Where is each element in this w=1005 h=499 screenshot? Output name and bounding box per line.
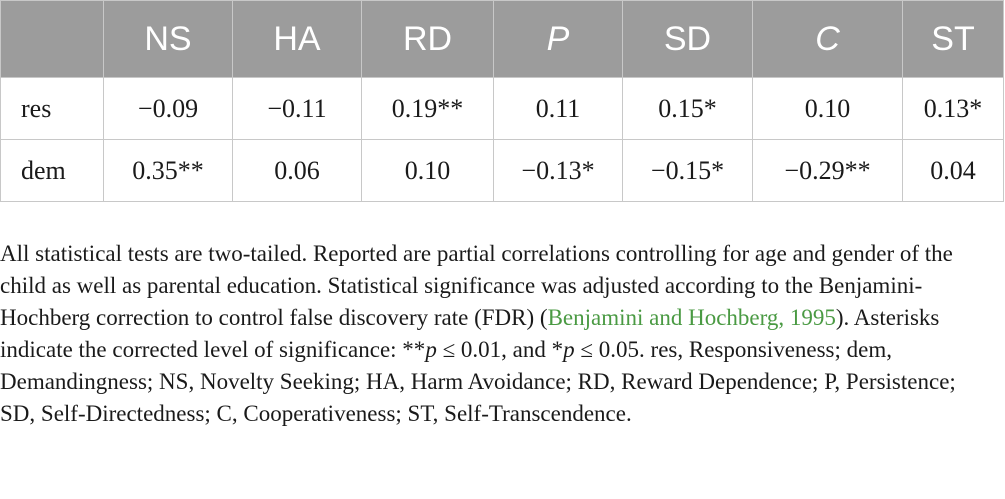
footnote-text-1: All statistical tests are two-tailed. Re… <box>0 241 953 330</box>
footnote-text-4: ≤ 0.05. res, Responsiveness; dem, Demand… <box>0 337 956 426</box>
corner-cell <box>0 0 104 78</box>
cell-dem-ha: 0.06 <box>232 139 362 202</box>
row-label-res: res <box>0 77 104 140</box>
p-symbol-1: p <box>425 337 437 362</box>
cell-res-sd: 0.15* <box>622 77 753 140</box>
cell-dem-rd: 0.10 <box>361 139 494 202</box>
cell-res-p: 0.11 <box>493 77 623 140</box>
row-label-dem: dem <box>0 139 104 202</box>
cell-dem-st: 0.04 <box>902 139 1004 202</box>
cell-dem-p: −0.13* <box>493 139 623 202</box>
header-c: C <box>752 0 903 78</box>
header-row: NS HA RD P SD C ST <box>0 0 1004 78</box>
header-sd: SD <box>622 0 753 78</box>
header-rd: RD <box>361 0 494 78</box>
footnote-text-2: ). Asterisks indicate the corrected leve… <box>0 305 940 362</box>
cell-res-rd: 0.19** <box>361 77 494 140</box>
cell-res-st: 0.13* <box>902 77 1004 140</box>
cell-res-ns: −0.09 <box>103 77 233 140</box>
cell-res-ha: −0.11 <box>232 77 362 140</box>
footnote-text-3: ≤ 0.01, and * <box>436 337 564 362</box>
header-ns: NS <box>103 0 233 78</box>
cell-dem-sd: −0.15* <box>622 139 753 202</box>
header-st: ST <box>902 0 1004 78</box>
cell-res-c: 0.10 <box>752 77 903 140</box>
cell-dem-c: −0.29** <box>752 139 903 202</box>
citation-link[interactable]: Benjamini and Hochberg, 1995 <box>547 305 836 330</box>
header-p: P <box>493 0 623 78</box>
header-ha: HA <box>232 0 362 78</box>
table-row: res −0.09 −0.11 0.19** 0.11 0.15* 0.10 0… <box>0 77 1004 140</box>
cell-dem-ns: 0.35** <box>103 139 233 202</box>
table-row: dem 0.35** 0.06 0.10 −0.13* −0.15* −0.29… <box>0 139 1004 202</box>
p-symbol-2: p <box>563 337 575 362</box>
table-footnote: All statistical tests are two-tailed. Re… <box>0 238 985 430</box>
correlation-table: NS HA RD P SD C ST res −0.09 −0.11 0.19*… <box>0 0 1004 202</box>
